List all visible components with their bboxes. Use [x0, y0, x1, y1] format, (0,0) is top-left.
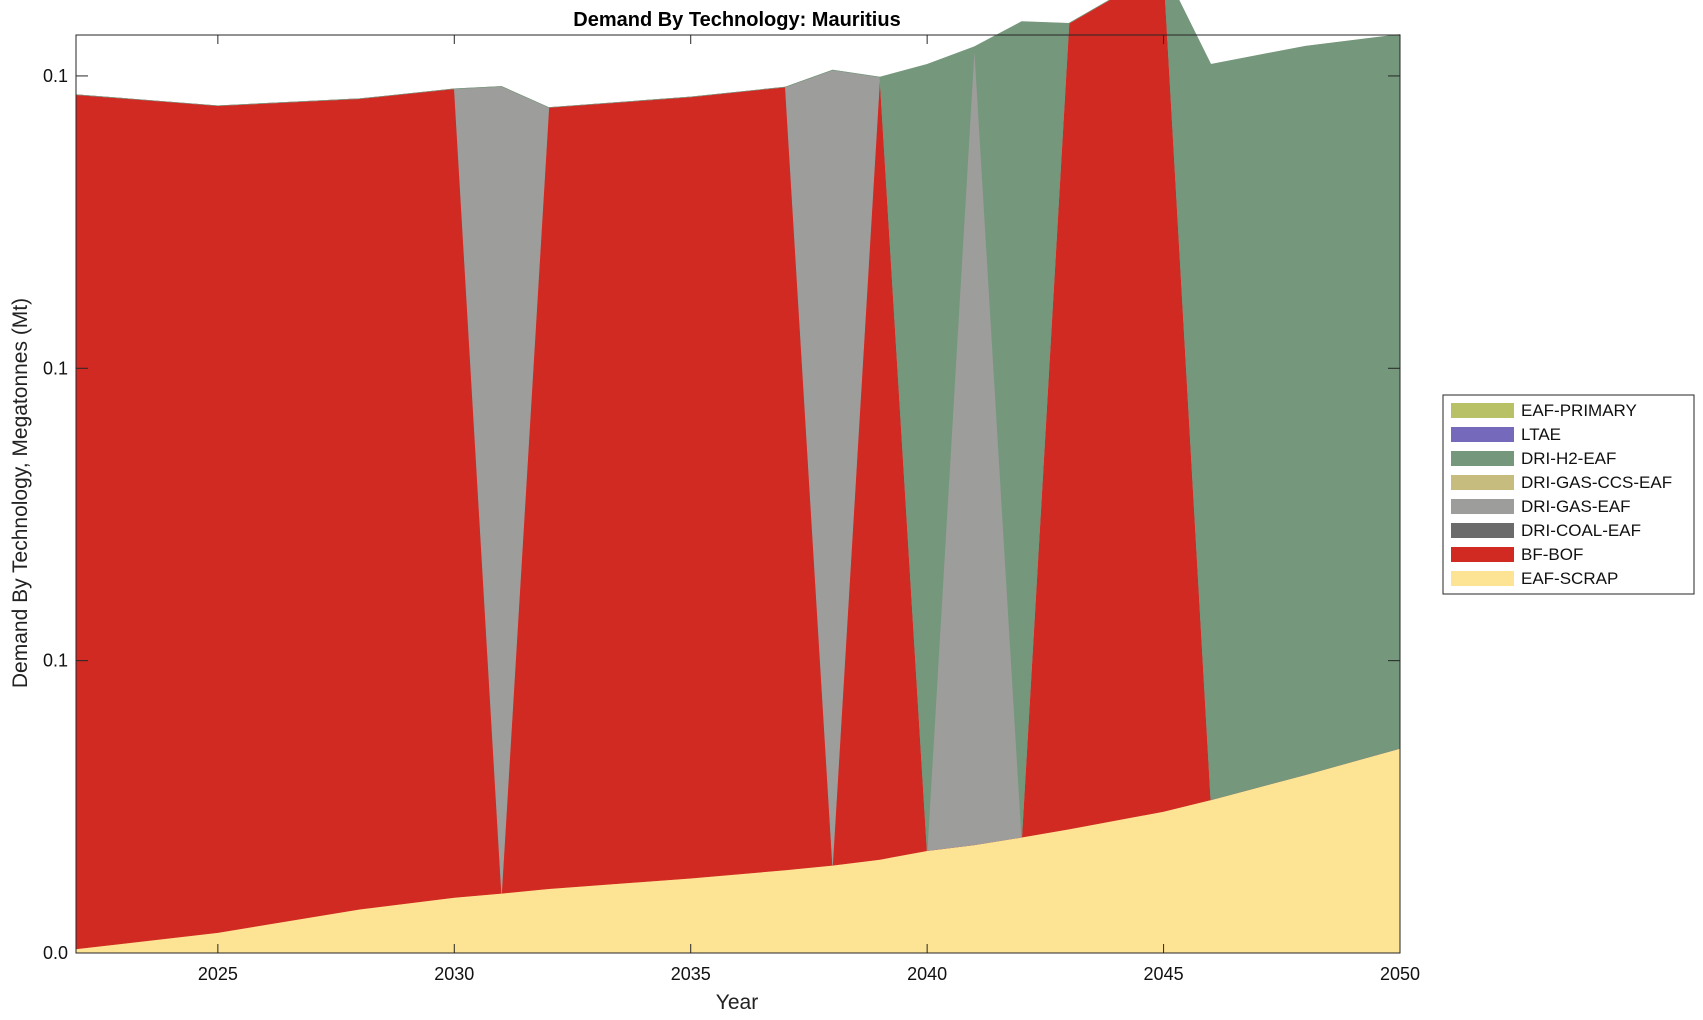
x-tick-label: 2030 — [434, 964, 474, 984]
legend-label-ltae: LTAE — [1521, 425, 1561, 444]
legend-swatch-eaf-scrap — [1451, 571, 1514, 586]
x-tick-label: 2045 — [1144, 964, 1184, 984]
plot-frame — [75, 34, 1401, 954]
y-tick-label: 0.1 — [43, 651, 68, 671]
legend-box — [1442, 394, 1695, 595]
legend-label-eaf-primary: EAF-PRIMARY — [1521, 401, 1637, 420]
x-tick-label: 2035 — [671, 964, 711, 984]
y-axis-label: Demand By Technology, Megatonnes (Mt) — [9, 298, 32, 688]
x-axis-label: Year — [716, 991, 758, 1014]
legend-label-bf-bof: BF-BOF — [1521, 545, 1583, 564]
legend-swatch-dri-gas-eaf — [1451, 499, 1514, 514]
legend: EAF-PRIMARY LTAE DRI-H2-EAF DRI-GAS-CCS-EAF… — [1442, 394, 1695, 595]
legend-label-dri-gas-ccs-eaf: DRI-GAS-CCS-EAF — [1521, 473, 1672, 492]
y-tick-label: 0.1 — [43, 358, 68, 378]
x-tick-label: 2040 — [907, 964, 947, 984]
axes-layer: 2025 2030 2035 2040 2045 2050 0.0 0.1 0.1 0.1 — [43, 34, 1420, 984]
areas-layer — [75, 0, 1401, 954]
y-tick-label: 0.0 — [43, 943, 68, 963]
y-tick-label: 0.1 — [43, 66, 68, 86]
legend-swatch-bf-bof — [1451, 547, 1514, 562]
legend-label-dri-coal-eaf: DRI-COAL-EAF — [1521, 521, 1641, 540]
legend-swatch-dri-h2-eaf — [1451, 451, 1514, 466]
legend-swatch-dri-coal-eaf — [1451, 523, 1514, 538]
x-tick-label: 2050 — [1380, 964, 1420, 984]
legend-swatch-eaf-primary — [1451, 403, 1514, 418]
legend-label-eaf-scrap: EAF-SCRAP — [1521, 569, 1618, 588]
legend-swatch-ltae — [1451, 427, 1514, 442]
legend-swatch-dri-gas-ccs-eaf — [1451, 475, 1514, 490]
legend-label-dri-gas-eaf: DRI-GAS-EAF — [1521, 497, 1631, 516]
x-tick-label: 2025 — [198, 964, 238, 984]
chart-title: Demand By Technology: Mauritius — [573, 9, 900, 31]
legend-label-dri-h2-eaf: DRI-H2-EAF — [1521, 449, 1616, 468]
